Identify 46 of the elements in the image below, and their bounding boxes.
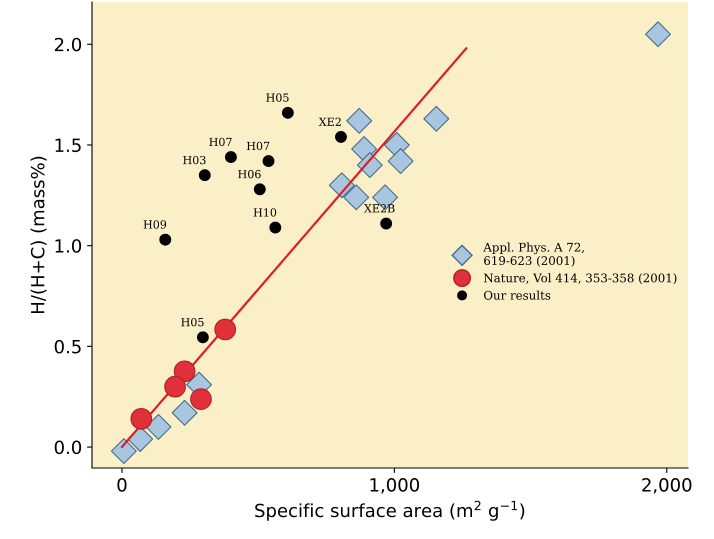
annotation: H06 — [238, 170, 261, 178]
point — [346, 108, 372, 134]
point — [269, 222, 282, 234]
y-tick-label: 1.5 — [56, 138, 81, 152]
annotation: H07 — [209, 138, 232, 146]
point — [351, 136, 378, 162]
point — [388, 148, 414, 174]
point — [645, 21, 672, 48]
x-tick-label: 0 — [117, 478, 127, 492]
point — [130, 408, 152, 430]
y-tick-label: 0.0 — [54, 440, 82, 454]
point — [335, 130, 347, 143]
point — [198, 169, 211, 182]
point — [262, 155, 274, 168]
legend-label: Our results — [484, 290, 550, 300]
point — [110, 438, 137, 464]
point — [190, 388, 212, 410]
annotation: H07 — [246, 142, 270, 150]
point — [224, 151, 237, 163]
legend-label: Appl. Phys. A 72, 619-623 (2001) — [483, 242, 584, 267]
x-tick-label: 1,000 — [370, 478, 420, 494]
point — [282, 106, 294, 119]
point — [254, 183, 266, 196]
annotation: H10 — [254, 208, 276, 217]
legend-label: Nature, Vol 414, 353-358 (2001) — [484, 273, 676, 284]
annotation: H05 — [266, 93, 289, 102]
point — [380, 218, 392, 230]
point — [164, 376, 186, 398]
annotation: H09 — [144, 220, 166, 229]
annotation: XE2B — [364, 204, 395, 212]
point — [196, 331, 209, 344]
y-tick-label: 1.0 — [56, 239, 82, 253]
x-tick-label: 2,000 — [642, 478, 692, 494]
point — [214, 318, 236, 340]
point — [423, 106, 450, 132]
y-tick-label: 0.5 — [54, 340, 81, 354]
y-tick-label: 2.0 — [54, 38, 82, 52]
point — [172, 400, 198, 426]
y-axis-title: H/(H+C) (mass%) — [30, 156, 47, 313]
annotation: H03 — [183, 156, 206, 164]
x-axis-title: Specific surface area (m$^{2}$ g$^{−1}$) — [255, 500, 524, 521]
point — [159, 234, 172, 246]
annotation: H05 — [181, 318, 204, 326]
annotation: XE2 — [318, 118, 341, 126]
point — [145, 414, 172, 440]
point — [174, 360, 196, 382]
